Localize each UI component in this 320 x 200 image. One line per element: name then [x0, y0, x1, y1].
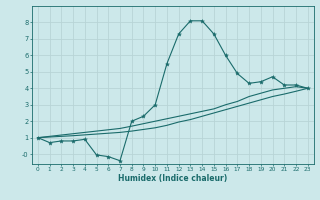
- X-axis label: Humidex (Indice chaleur): Humidex (Indice chaleur): [118, 174, 228, 183]
